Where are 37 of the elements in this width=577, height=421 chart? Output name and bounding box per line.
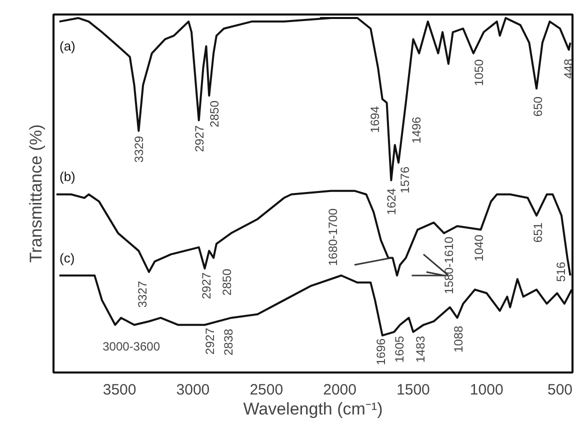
annotation: 2927 <box>203 328 218 355</box>
annotation: 2927 <box>199 272 214 300</box>
annotation: 516 <box>554 262 568 282</box>
annotation: 1580-1610 <box>442 236 456 294</box>
x-tick-label: 3500 <box>102 382 136 398</box>
x-tick-label: 500 <box>548 382 573 398</box>
annotation: 1040 <box>472 234 486 262</box>
annotation: 1496 <box>410 116 424 144</box>
annotation: 2838 <box>222 328 236 356</box>
annotation: 1696 <box>374 338 388 366</box>
annotation: 2850 <box>208 100 222 128</box>
annotation: 1680-1700 <box>326 208 340 266</box>
x-tick-label: 1500 <box>396 382 430 398</box>
annotation: 1624 <box>384 188 399 215</box>
annotation: 1088 <box>452 326 466 353</box>
x-axis-title: Wavelength (cm⁻¹) <box>243 400 383 418</box>
annotation: 1605 <box>392 336 407 363</box>
annotation: 3327 <box>135 280 150 308</box>
annotation: 650 <box>531 96 546 117</box>
y-axis-title: Transmittance (%) <box>26 124 46 263</box>
annotation: 3000-3600 <box>102 340 160 354</box>
annotation: 3329 <box>132 136 146 163</box>
x-tick-label: 2000 <box>323 382 356 398</box>
x-tick-label: 2500 <box>250 382 284 398</box>
annotation: 2850 <box>220 268 234 296</box>
annotation: 1694 <box>368 106 382 133</box>
x-tick-label: 1000 <box>470 382 504 398</box>
series-label: (b) <box>60 169 76 184</box>
x-tick-label: 3000 <box>176 382 210 398</box>
annotation: 651 <box>531 222 546 243</box>
series-label: (a) <box>60 38 76 54</box>
annotation: 1050 <box>472 58 486 86</box>
annotation: 1483 <box>414 336 428 363</box>
series-label: (c) <box>60 250 75 266</box>
annotation: 1576 <box>398 166 412 194</box>
annotation: 2927 <box>192 124 206 152</box>
annotation: 448 <box>561 58 576 79</box>
